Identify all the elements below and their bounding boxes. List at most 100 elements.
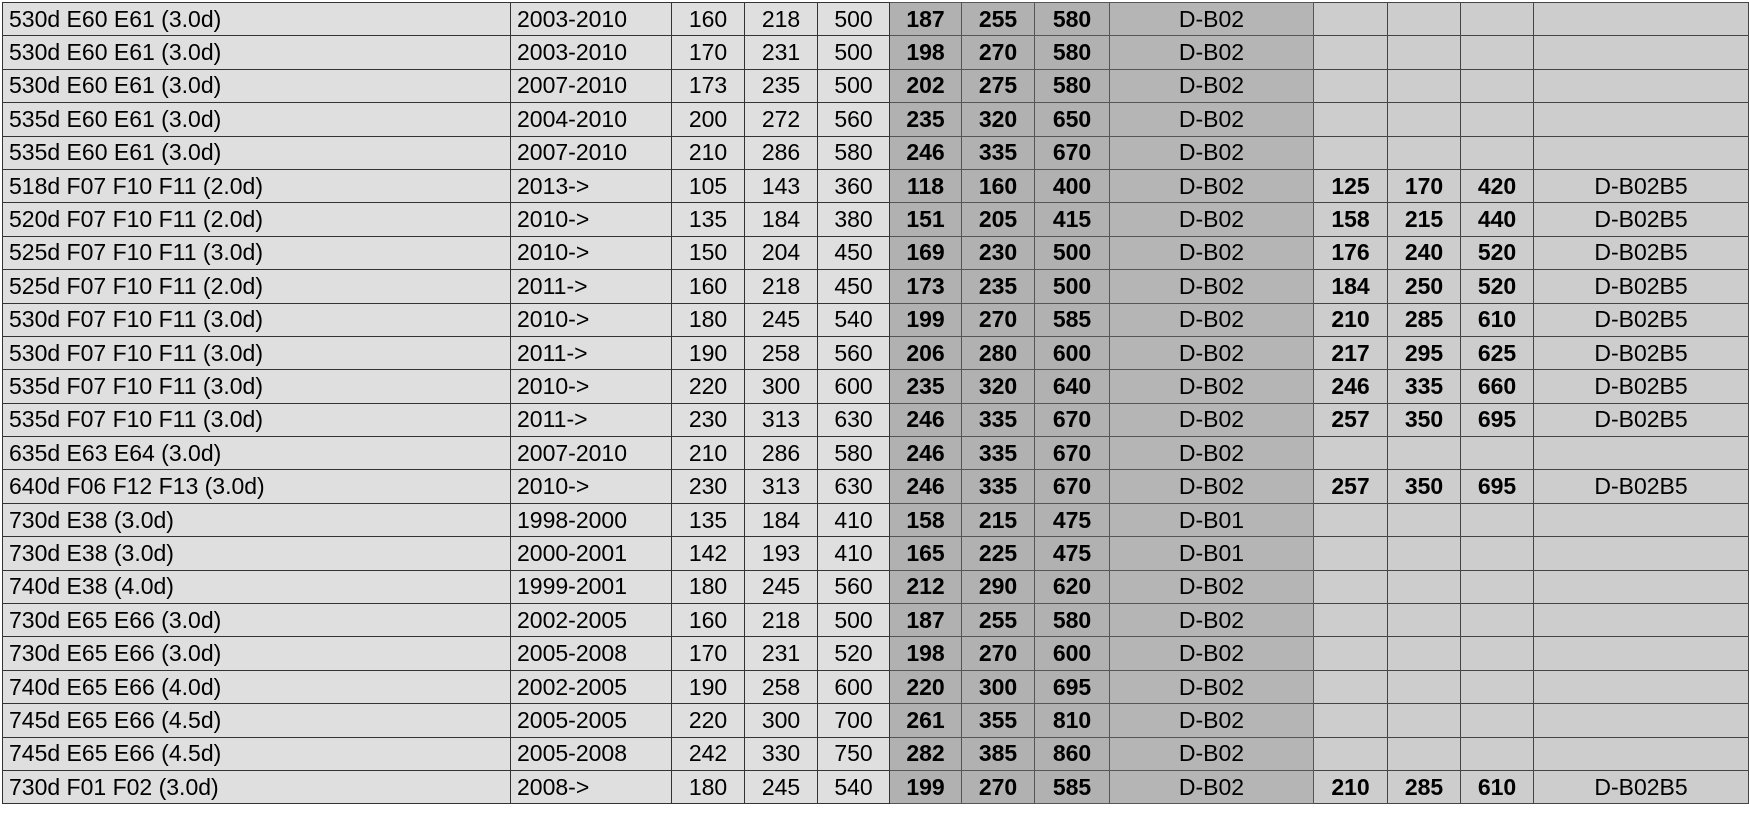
tuned-nm-cell: 600 xyxy=(1034,335,1110,371)
stock-hp-cell: 272 xyxy=(744,102,818,137)
stage2-hp-cell: 170 xyxy=(1387,168,1461,204)
stage2-nm-cell: 695 xyxy=(1460,469,1534,504)
tuned-nm-cell: 475 xyxy=(1034,536,1110,571)
stock-kw-cell: 160 xyxy=(671,269,745,304)
stage2-module-code-cell xyxy=(1533,736,1749,771)
tuned-hp-cell: 385 xyxy=(961,736,1035,771)
model-cell: 530d E60 E61 (3.0d) xyxy=(2,68,511,104)
stage2-hp-cell xyxy=(1387,736,1461,771)
stock-hp-cell: 286 xyxy=(744,436,818,471)
tuned-hp-cell: 320 xyxy=(961,102,1035,137)
model-cell: 530d F07 F10 F11 (3.0d) xyxy=(2,335,511,371)
module-code-cell: D-B02 xyxy=(1109,703,1314,738)
stage2-nm-cell: 420 xyxy=(1460,168,1534,204)
stock-nm-cell: 560 xyxy=(817,569,890,605)
stock-hp-cell: 218 xyxy=(744,269,818,304)
module-code-cell: D-B02 xyxy=(1109,235,1314,271)
tuned-kw-cell: 187 xyxy=(889,1,962,37)
model-cell: 740d E65 E66 (4.0d) xyxy=(2,669,511,705)
tuned-kw-cell: 198 xyxy=(889,35,962,70)
stage2-hp-cell xyxy=(1387,603,1461,638)
table-row: 535d E60 E61 (3.0d) 2007-2010 210 286 580 246… xyxy=(2,135,1749,170)
stock-hp-cell: 245 xyxy=(744,769,818,805)
tuned-kw-cell: 246 xyxy=(889,469,962,504)
stage2-nm-cell xyxy=(1460,703,1534,738)
stage2-nm-cell xyxy=(1460,436,1534,471)
stage2-hp-cell: 240 xyxy=(1387,235,1461,271)
tuned-nm-cell: 400 xyxy=(1034,168,1110,204)
stage2-kw-cell xyxy=(1313,68,1388,104)
model-cell: 535d E60 E61 (3.0d) xyxy=(2,102,511,137)
tuned-nm-cell: 580 xyxy=(1034,68,1110,104)
stock-hp-cell: 300 xyxy=(744,369,818,404)
stage2-kw-cell xyxy=(1313,35,1388,70)
table-row: 745d E65 E66 (4.5d) 2005-2005 220 300 700 261… xyxy=(2,703,1749,738)
stage2-nm-cell xyxy=(1460,135,1534,170)
module-code-cell: D-B02 xyxy=(1109,1,1314,37)
stage2-hp-cell xyxy=(1387,536,1461,571)
stock-kw-cell: 180 xyxy=(671,569,745,605)
years-cell: 2010-> xyxy=(510,302,672,337)
years-cell: 2003-2010 xyxy=(510,1,672,37)
years-cell: 2004-2010 xyxy=(510,102,672,137)
module-code-cell: D-B02 xyxy=(1109,302,1314,337)
module-code-cell: D-B02 xyxy=(1109,168,1314,204)
stock-hp-cell: 235 xyxy=(744,68,818,104)
stage2-nm-cell xyxy=(1460,35,1534,70)
stock-hp-cell: 313 xyxy=(744,469,818,504)
stage2-module-code-cell: D-B02B5 xyxy=(1533,202,1749,237)
stage2-nm-cell: 625 xyxy=(1460,335,1534,371)
years-cell: 2013-> xyxy=(510,168,672,204)
module-code-cell: D-B02 xyxy=(1109,436,1314,471)
stage2-hp-cell xyxy=(1387,636,1461,671)
stage2-module-code-cell xyxy=(1533,135,1749,170)
stock-kw-cell: 230 xyxy=(671,402,745,438)
tuned-kw-cell: 282 xyxy=(889,736,962,771)
stage2-kw-cell xyxy=(1313,1,1388,37)
stock-nm-cell: 750 xyxy=(817,736,890,771)
module-code-cell: D-B01 xyxy=(1109,536,1314,571)
tuned-hp-cell: 335 xyxy=(961,402,1035,438)
tuned-nm-cell: 650 xyxy=(1034,102,1110,137)
tuned-kw-cell: 235 xyxy=(889,102,962,137)
stock-hp-cell: 184 xyxy=(744,202,818,237)
stage2-hp-cell xyxy=(1387,68,1461,104)
tuned-nm-cell: 500 xyxy=(1034,269,1110,304)
module-code-cell: D-B02 xyxy=(1109,35,1314,70)
stock-kw-cell: 173 xyxy=(671,68,745,104)
stage2-kw-cell: 210 xyxy=(1313,302,1388,337)
tuned-hp-cell: 335 xyxy=(961,436,1035,471)
table-row: 640d F06 F12 F13 (3.0d) 2010-> 230 313 630 24… xyxy=(2,469,1749,504)
tuned-hp-cell: 335 xyxy=(961,135,1035,170)
model-cell: 730d E38 (3.0d) xyxy=(2,536,511,571)
stage2-hp-cell: 350 xyxy=(1387,469,1461,504)
stock-hp-cell: 204 xyxy=(744,235,818,271)
table-row: 535d E60 E61 (3.0d) 2004-2010 200 272 560 235… xyxy=(2,102,1749,137)
tuned-hp-cell: 160 xyxy=(961,168,1035,204)
tuned-nm-cell: 415 xyxy=(1034,202,1110,237)
tuned-kw-cell: 261 xyxy=(889,703,962,738)
model-cell: 730d E65 E66 (3.0d) xyxy=(2,603,511,638)
stock-nm-cell: 360 xyxy=(817,168,890,204)
tuned-kw-cell: 199 xyxy=(889,302,962,337)
tuned-nm-cell: 580 xyxy=(1034,603,1110,638)
years-cell: 2011-> xyxy=(510,335,672,371)
stock-kw-cell: 170 xyxy=(671,35,745,70)
model-cell: 640d F06 F12 F13 (3.0d) xyxy=(2,469,511,504)
stock-kw-cell: 242 xyxy=(671,736,745,771)
stage2-kw-cell xyxy=(1313,703,1388,738)
model-cell: 530d E60 E61 (3.0d) xyxy=(2,1,511,37)
model-cell: 520d F07 F10 F11 (2.0d) xyxy=(2,202,511,237)
stage2-hp-cell: 215 xyxy=(1387,202,1461,237)
stock-kw-cell: 200 xyxy=(671,102,745,137)
stock-hp-cell: 218 xyxy=(744,1,818,37)
stage2-module-code-cell xyxy=(1533,35,1749,70)
stock-nm-cell: 560 xyxy=(817,102,890,137)
tuned-nm-cell: 500 xyxy=(1034,235,1110,271)
tuned-hp-cell: 270 xyxy=(961,35,1035,70)
years-cell: 2007-2010 xyxy=(510,135,672,170)
table-row: 518d F07 F10 F11 (2.0d) 2013-> 105 143 360 11… xyxy=(2,168,1749,204)
stage2-kw-cell: 257 xyxy=(1313,469,1388,504)
stage2-module-code-cell xyxy=(1533,102,1749,137)
